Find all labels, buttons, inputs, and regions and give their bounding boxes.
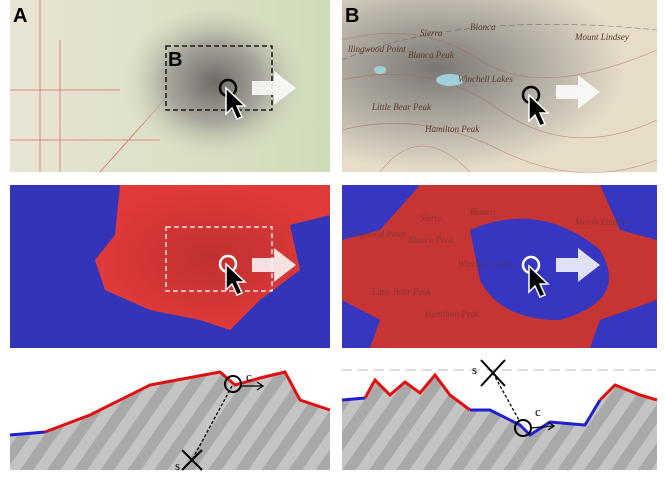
- map-label: Mount Lindsey: [574, 217, 629, 227]
- visible-segment: [363, 372, 471, 412]
- inset-box: [165, 45, 273, 111]
- map-label: Little Bear Peak: [371, 287, 432, 297]
- map-label: Sierra: [420, 28, 443, 38]
- map-label: Sierra: [420, 213, 443, 223]
- map-label: Winchell Lakes: [458, 259, 513, 269]
- c-label: c: [535, 404, 541, 419]
- topo-map: [342, 0, 657, 172]
- roads: [10, 0, 201, 173]
- hidden-segment: [470, 399, 602, 437]
- hidden-segment: [9, 430, 46, 437]
- terrain-profile: [10, 372, 330, 470]
- viewpoint-x: [480, 359, 506, 387]
- hidden-regions: [342, 185, 657, 348]
- move-arrow: [530, 421, 556, 431]
- contours: [341, 23, 658, 174]
- map-label: llingwood Point: [348, 229, 406, 239]
- visible-segment: [44, 370, 331, 434]
- map-label: Blanca Peak: [408, 235, 455, 245]
- sight-line: [191, 385, 233, 461]
- c-label: c: [246, 369, 252, 384]
- sight-line: [492, 372, 521, 423]
- lake: [374, 66, 386, 74]
- map-label: Winchell Lakes: [458, 74, 513, 84]
- panel-label: B: [345, 5, 359, 27]
- map-label: Blanca: [470, 207, 496, 217]
- panel-label: A: [13, 5, 27, 27]
- map-label: llingwood Point: [348, 44, 406, 54]
- inset-label: B: [168, 49, 182, 71]
- map-label: Hamilton Peak: [424, 309, 480, 319]
- cursor-circle: [224, 375, 242, 393]
- map-label: Blanca: [470, 22, 496, 32]
- s-label: s: [472, 362, 477, 377]
- s-label: s: [175, 458, 180, 473]
- map-label: Hamilton Peak: [424, 124, 480, 134]
- move-arrow: [241, 381, 265, 391]
- lake: [436, 74, 464, 86]
- hidden-segment: [341, 396, 366, 402]
- map-label: Blanca Peak: [408, 50, 455, 60]
- terrain-profile: [342, 375, 657, 470]
- visible-segment: [598, 383, 658, 402]
- map-label: Little Bear Peak: [371, 102, 432, 112]
- terrain-shade: [120, 10, 310, 170]
- viewpoint-x: [181, 449, 203, 471]
- visible-region: [95, 185, 330, 330]
- map-label: Mount Lindsey: [574, 32, 629, 42]
